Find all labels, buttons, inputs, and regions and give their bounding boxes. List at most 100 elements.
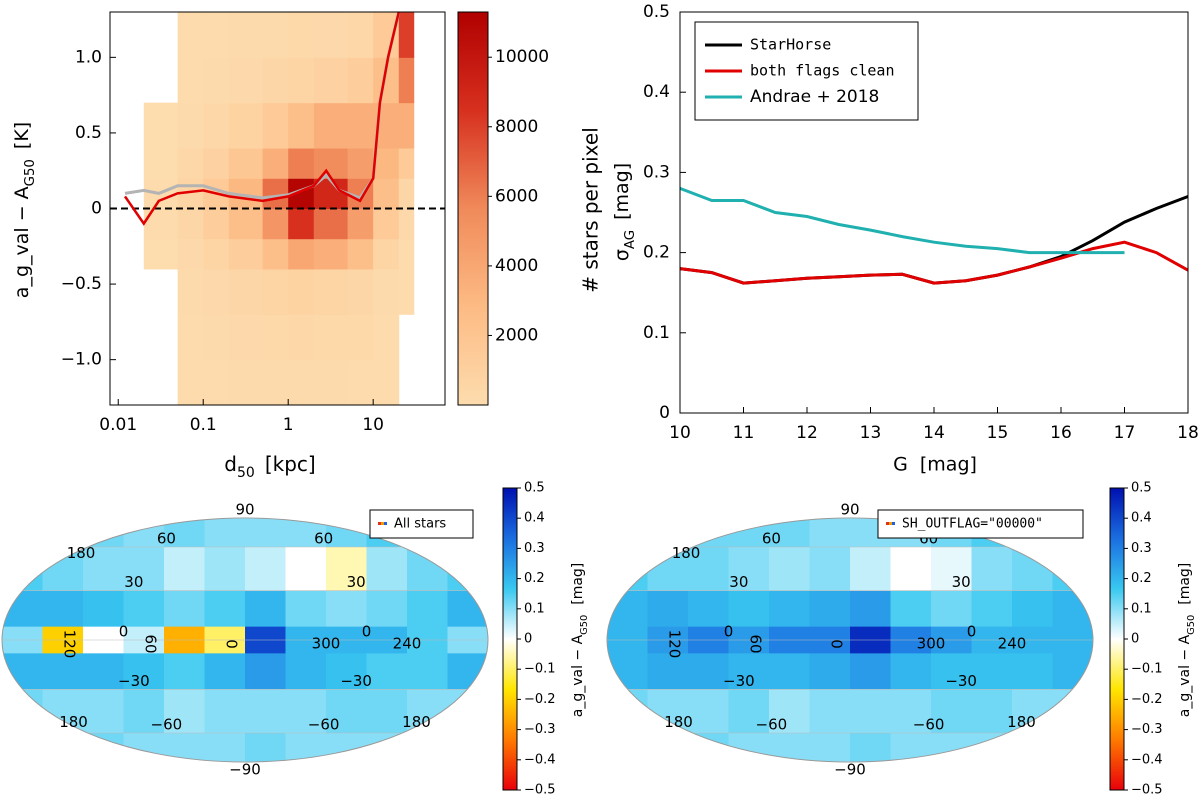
y-tick-label: 0 bbox=[91, 199, 102, 219]
legend-marker bbox=[889, 522, 892, 525]
lat-label: 60 bbox=[762, 529, 781, 547]
lat-label: −60 bbox=[756, 716, 788, 734]
sky-cell bbox=[123, 546, 165, 592]
sky-cell bbox=[688, 689, 729, 734]
hist-cell bbox=[373, 148, 400, 179]
sky-cell bbox=[204, 518, 246, 548]
sky-cell bbox=[931, 590, 972, 628]
y-axis-label-part: [K] bbox=[11, 122, 33, 149]
y-axis-label-part: a_g_val − A bbox=[11, 186, 33, 298]
sky-cell bbox=[1052, 733, 1093, 762]
sky-cell bbox=[366, 689, 408, 734]
colorbar-tick-label: 8000 bbox=[495, 117, 538, 137]
hist-cell bbox=[347, 268, 374, 315]
sky-cell bbox=[647, 733, 689, 762]
hist-cell bbox=[177, 148, 204, 179]
sky-cell bbox=[607, 653, 648, 690]
hist-cell bbox=[398, 102, 415, 149]
y-axis-label-part: G50 bbox=[23, 159, 38, 186]
x-tick-label: 17 bbox=[1114, 423, 1136, 443]
lon-label: 60 bbox=[142, 634, 160, 653]
hist-cell bbox=[262, 148, 289, 179]
lat-label: −60 bbox=[913, 716, 945, 734]
sky-cell bbox=[728, 546, 770, 592]
sky-cell bbox=[164, 689, 205, 734]
hist-cell bbox=[228, 314, 264, 361]
colorbar-label: a_g_val − AG50 [mag] bbox=[570, 563, 590, 718]
sky-cell bbox=[447, 733, 488, 762]
y-axis-label: σAG [mag] bbox=[611, 163, 638, 261]
sky-cell bbox=[809, 518, 851, 548]
sky-cell bbox=[447, 653, 488, 690]
hist-cell bbox=[203, 12, 230, 58]
lat-label: 30 bbox=[347, 573, 366, 591]
legend-marker bbox=[384, 522, 387, 525]
hist-cell bbox=[288, 12, 315, 58]
colorbar-tick-label: 0.4 bbox=[1131, 511, 1152, 526]
sky-cell bbox=[607, 733, 648, 762]
sky-cell bbox=[1052, 590, 1093, 628]
sky-cell bbox=[326, 653, 367, 690]
sky-cell bbox=[326, 546, 367, 592]
hist-cell bbox=[228, 268, 264, 315]
lat-label: 0 bbox=[362, 623, 372, 641]
hist-cell bbox=[177, 57, 204, 104]
lat-label: −30 bbox=[723, 672, 755, 690]
sky-cell bbox=[769, 546, 810, 592]
lat-label: 30 bbox=[729, 573, 748, 591]
series-line bbox=[679, 195, 1189, 285]
sky-cell bbox=[728, 653, 770, 690]
sky-cell bbox=[366, 733, 408, 762]
legend-label: Andrae + 2018 bbox=[750, 87, 879, 107]
sky-cell bbox=[971, 590, 1013, 628]
sky-cell bbox=[931, 546, 972, 592]
hist-cell bbox=[373, 238, 400, 270]
sky-cell bbox=[83, 590, 124, 628]
lon-label: 180 bbox=[664, 713, 693, 731]
colorbar-tick-label: −0.2 bbox=[524, 692, 556, 707]
hist-cell bbox=[262, 102, 289, 149]
sky-cell bbox=[688, 590, 729, 628]
y-tick-label: 0.3 bbox=[643, 162, 670, 182]
legend-marker bbox=[381, 522, 384, 525]
sky-cell bbox=[123, 653, 165, 690]
hist-cell bbox=[288, 148, 315, 179]
hist-cell bbox=[262, 238, 289, 270]
y-tick-label: −0.5 bbox=[61, 274, 102, 294]
sky-cell bbox=[285, 653, 327, 690]
x-tick-label: 14 bbox=[923, 423, 945, 443]
sky-cell bbox=[2, 590, 43, 628]
legend-label: both flags clean bbox=[750, 62, 895, 80]
sky-cell bbox=[809, 733, 851, 762]
colorbar-label-part: [mag] bbox=[570, 563, 586, 605]
colorbar-tick-label: 0.4 bbox=[524, 511, 545, 526]
hist-cell bbox=[288, 268, 315, 315]
hist-cell bbox=[228, 102, 264, 149]
sky-cell bbox=[1052, 653, 1093, 690]
x-axis-label: d50 [kpc] bbox=[224, 452, 315, 482]
sky-cell bbox=[204, 689, 246, 734]
sky-cell bbox=[728, 590, 770, 628]
sky-cell bbox=[123, 590, 165, 628]
hist-cell bbox=[373, 314, 400, 361]
colorbar-tick-label: −0.5 bbox=[1131, 783, 1163, 798]
y-tick-label: −1.0 bbox=[61, 350, 102, 370]
hist-cell bbox=[203, 359, 230, 406]
sky-cell bbox=[2, 518, 43, 548]
sky-cell bbox=[83, 689, 124, 734]
colorbar-tick-label: −0.3 bbox=[524, 722, 556, 737]
hist-cell bbox=[177, 314, 204, 361]
lon-label: 60 bbox=[747, 634, 765, 653]
sky-cell bbox=[447, 590, 488, 628]
hist-cell bbox=[143, 148, 179, 179]
sky-cell bbox=[850, 733, 891, 762]
sky-cell bbox=[164, 653, 205, 690]
sky-cell bbox=[769, 590, 810, 628]
sky-cell bbox=[245, 590, 286, 628]
colorbar-tick-label: 0.3 bbox=[524, 541, 545, 556]
hist-cell bbox=[313, 178, 349, 209]
sky-cell bbox=[42, 653, 84, 690]
colorbar-label: # stars per pixel bbox=[579, 127, 603, 293]
colorbar-label-part: a_g_val − A bbox=[1177, 634, 1193, 717]
